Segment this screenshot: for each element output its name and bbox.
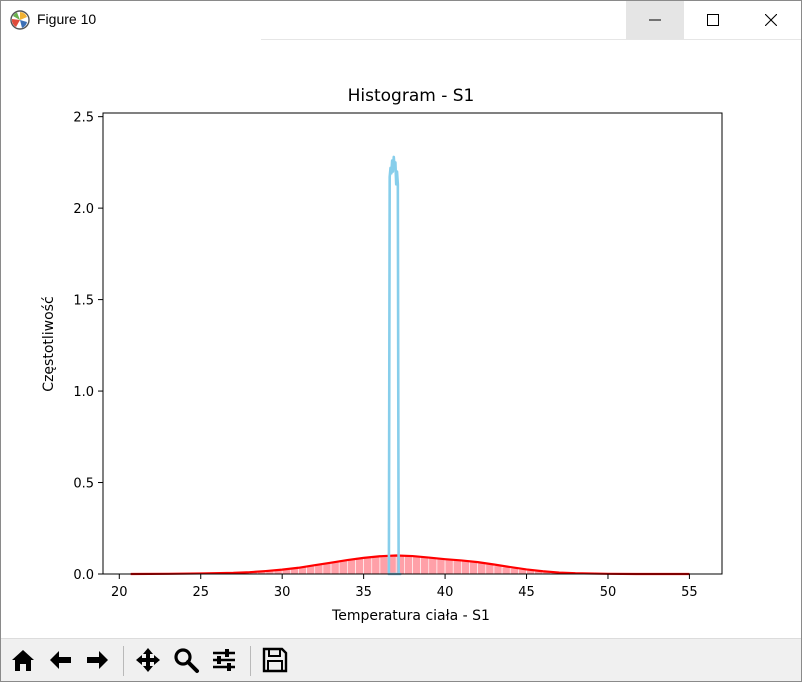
- histogram-bar: [452, 559, 462, 575]
- minimize-icon: [649, 19, 661, 21]
- histogram-bar: [501, 566, 511, 575]
- x-tick-label: 25: [192, 585, 209, 600]
- y-tick-label: 2.5: [73, 111, 94, 126]
- maximize-button[interactable]: [684, 1, 742, 39]
- titlebar-divider: [261, 39, 801, 40]
- pan-button[interactable]: [132, 644, 164, 676]
- histogram-bar: [420, 556, 430, 575]
- lines-layer: [130, 155, 690, 576]
- configure-subplots-button[interactable]: [208, 644, 240, 676]
- pan-icon: [136, 648, 160, 672]
- back-button[interactable]: [45, 644, 77, 676]
- x-tick-label: 20: [111, 585, 128, 600]
- histogram-bar: [412, 555, 421, 575]
- y-axis-label: Częstotliwość: [41, 296, 57, 391]
- plot-frame: [102, 112, 723, 575]
- histogram-bar: [404, 555, 413, 575]
- histogram-bar: [509, 568, 519, 575]
- matplotlib-icon: [10, 10, 30, 30]
- x-tick-label: 35: [355, 585, 372, 600]
- y-tick-label: 1.5: [73, 294, 94, 309]
- histogram-bar: [436, 558, 446, 575]
- histogram-chart: Histogram - S1 20 25 30 35 40 45 50 55 0.0 0.5 1.…: [41, 86, 723, 624]
- x-tick-label: 30: [274, 585, 291, 600]
- figure-canvas[interactable]: Histogram - S1 20 25 30 35 40 45 50 55 0.0 0.5 1.…: [1, 40, 801, 638]
- maximize-icon: [707, 14, 719, 26]
- zoom-button[interactable]: [170, 644, 202, 676]
- histogram-bar: [444, 559, 454, 575]
- y-tick-label: 0.0: [73, 568, 94, 583]
- window-title: Figure 10: [37, 11, 97, 27]
- y-tick-label: 1.0: [73, 385, 94, 400]
- home-icon: [12, 650, 34, 671]
- x-tick-label: 45: [518, 585, 535, 600]
- title-bar[interactable]: Figure 10: [1, 1, 801, 39]
- minimize-button[interactable]: [626, 1, 684, 39]
- forward-arrow-icon: [87, 651, 108, 669]
- y-tick-label: 0.5: [73, 477, 94, 492]
- y-axis: 0.0 0.5 1.0 1.5 2.0 2.5: [73, 111, 103, 583]
- x-tick-label: 50: [600, 585, 617, 600]
- save-icon: [262, 647, 288, 673]
- x-axis: 20 25 30 35 40 45 50 55: [111, 574, 698, 600]
- forward-button[interactable]: [81, 644, 113, 676]
- histogram-bar: [355, 557, 364, 575]
- y-tick-label: 2.0: [73, 202, 94, 217]
- bars-layer: [233, 555, 576, 575]
- zoom-icon: [174, 648, 199, 673]
- histogram-bar: [379, 555, 389, 575]
- kde-line-blue: [387, 155, 402, 576]
- home-button[interactable]: [7, 644, 39, 676]
- x-tick-label: 40: [437, 585, 454, 600]
- histogram-bar: [371, 555, 381, 575]
- histogram-bar: [461, 560, 470, 575]
- toolbar-separator: [250, 646, 251, 676]
- kde-line-red: [130, 554, 690, 576]
- histogram-bar: [477, 562, 487, 575]
- toolbar-separator: [123, 646, 124, 676]
- x-tick-label: 55: [681, 585, 698, 600]
- x-axis-label: Temperatura ciała - S1: [331, 608, 490, 624]
- save-button[interactable]: [259, 644, 291, 676]
- close-button[interactable]: [742, 1, 800, 39]
- chart-title: Histogram - S1: [348, 86, 475, 106]
- histogram-bar: [469, 561, 478, 575]
- configure-subplots-icon: [213, 649, 235, 671]
- histogram-bar: [363, 556, 373, 575]
- histogram-bar: [485, 563, 495, 575]
- histogram-bar: [428, 557, 438, 575]
- navigation-toolbar: [1, 638, 801, 681]
- close-icon: [765, 14, 777, 26]
- back-arrow-icon: [50, 651, 71, 669]
- histogram-bar: [493, 565, 503, 575]
